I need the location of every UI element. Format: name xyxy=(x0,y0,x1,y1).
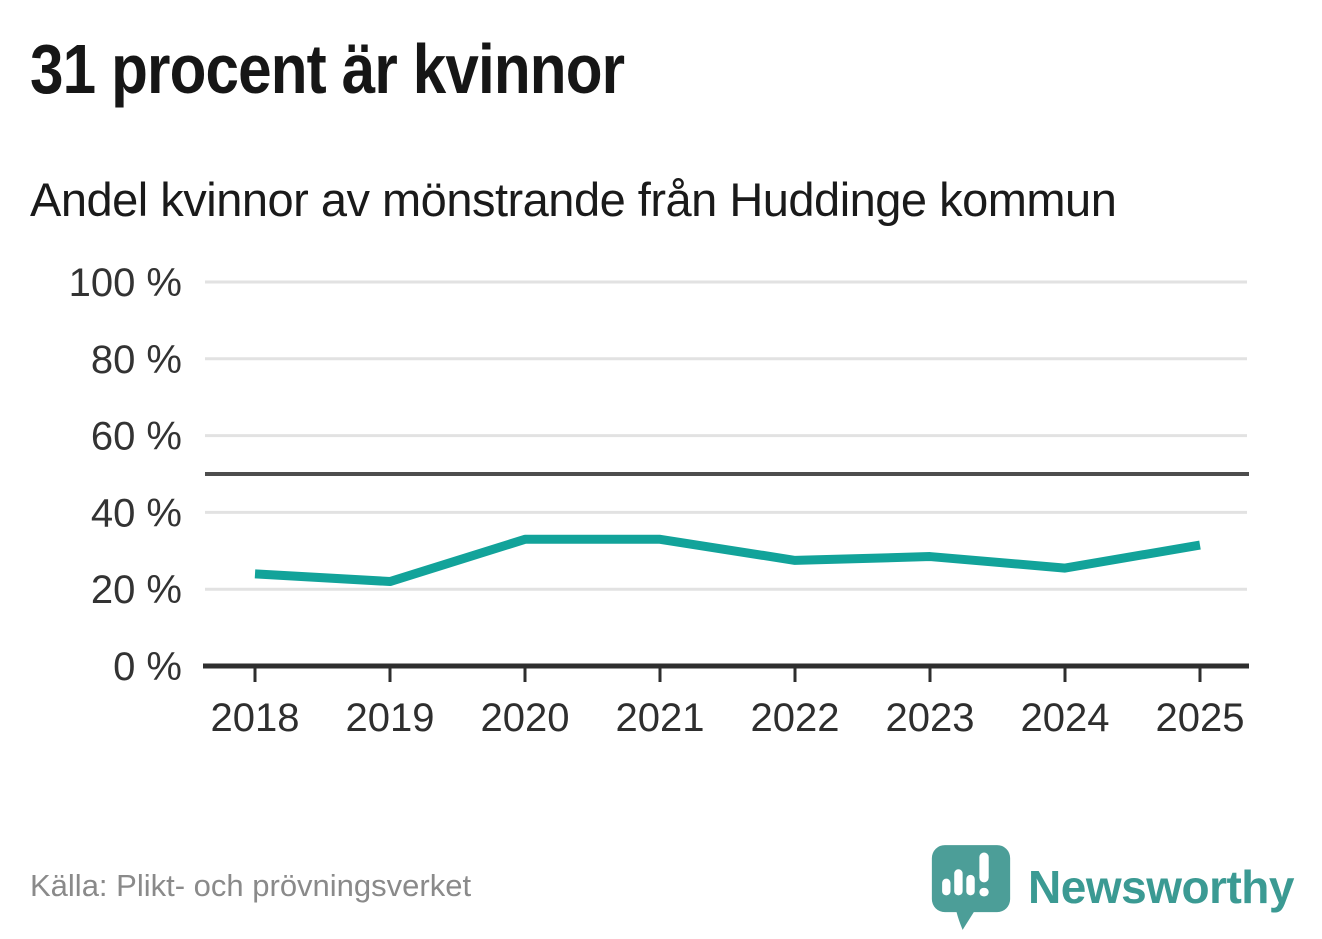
svg-text:0 %: 0 % xyxy=(113,645,182,689)
x-axis-labels: 2018 2019 2020 2021 2022 2023 2024 2025 xyxy=(211,696,1245,740)
svg-text:80 %: 80 % xyxy=(91,338,182,382)
svg-text:2019: 2019 xyxy=(346,696,435,740)
logo-bar-chart-glyph xyxy=(942,852,989,897)
svg-text:2018: 2018 xyxy=(211,696,300,740)
svg-text:20 %: 20 % xyxy=(91,568,182,612)
svg-text:2023: 2023 xyxy=(886,696,975,740)
svg-text:2021: 2021 xyxy=(616,696,705,740)
newsworthy-logo-text: Newsworthy xyxy=(1028,861,1294,913)
svg-text:2025: 2025 xyxy=(1156,696,1245,740)
svg-text:100 %: 100 % xyxy=(69,261,182,305)
y-axis-labels: 0 % 20 % 40 % 60 % 80 % 100 % xyxy=(69,261,182,689)
newsworthy-logo: Newsworthy xyxy=(930,843,1294,931)
data-line-andel-kvinnor xyxy=(254,534,1201,587)
svg-text:2020: 2020 xyxy=(481,696,570,740)
chart-subtitle: Andel kvinnor av mönstrande från Hudding… xyxy=(30,173,1117,226)
newsworthy-logo-icon xyxy=(931,845,1011,930)
x-axis xyxy=(203,663,1249,682)
chart-title: 31 procent är kvinnor xyxy=(30,30,625,108)
svg-text:60 %: 60 % xyxy=(91,415,182,459)
svg-text:40 %: 40 % xyxy=(91,491,182,535)
gridlines xyxy=(205,280,1247,591)
svg-text:2024: 2024 xyxy=(1021,696,1110,740)
source-note: Källa: Plikt- och prövningsverket xyxy=(30,868,472,903)
svg-text:2022: 2022 xyxy=(751,696,840,740)
